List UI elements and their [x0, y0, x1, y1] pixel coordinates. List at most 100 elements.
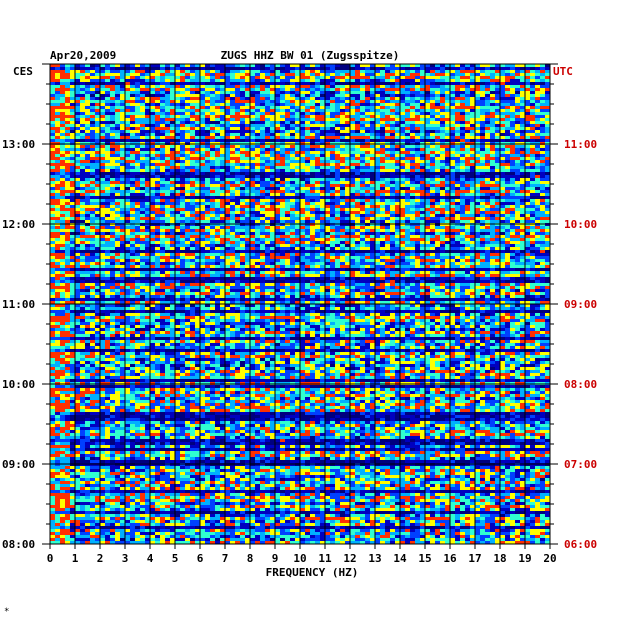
spectrogram-cell: [500, 91, 505, 94]
spectrogram-cell: [520, 169, 525, 172]
spectrogram-cell: [85, 67, 90, 70]
spectrogram-cell: [445, 187, 450, 190]
spectrogram-cell: [245, 193, 250, 196]
spectrogram-cell: [265, 193, 270, 196]
spectrogram-cell: [510, 136, 515, 139]
spectrogram-cell: [515, 154, 520, 157]
spectrogram-cell: [195, 106, 200, 109]
spectrogram-cell: [95, 193, 100, 196]
spectrogram-cell: [160, 121, 165, 124]
spectrogram-cell: [230, 166, 235, 169]
spectrogram-cell: [260, 103, 265, 106]
spectrogram-cell: [70, 190, 75, 193]
spectrogram-cell: [430, 211, 435, 214]
spectrogram-cell: [545, 97, 550, 100]
spectrogram-cell: [140, 145, 145, 148]
spectrogram-cell: [545, 76, 550, 79]
spectrogram-cell: [110, 178, 115, 181]
spectrogram-cell: [495, 100, 500, 103]
spectrogram-cell: [385, 79, 390, 82]
spectrogram-cell: [445, 112, 450, 115]
spectrogram-cell: [200, 127, 205, 130]
spectrogram-cell: [55, 109, 60, 112]
spectrogram-cell: [420, 178, 425, 181]
spectrogram-cell: [95, 115, 100, 118]
spectrogram-cell: [70, 151, 75, 154]
spectrogram-cell: [90, 115, 95, 118]
spectrogram-cell: [75, 79, 80, 82]
spectrogram-cell: [325, 217, 330, 220]
spectrogram-cell: [265, 148, 270, 151]
spectrogram-cell: [190, 109, 195, 112]
spectrogram-cell: [175, 97, 180, 100]
spectrogram-cell: [245, 103, 250, 106]
spectrogram-cell: [520, 82, 525, 85]
spectrogram-cell: [90, 151, 95, 154]
spectrogram-cell: [305, 124, 310, 127]
spectrogram-cell: [500, 70, 505, 73]
spectrogram-cell: [440, 121, 445, 124]
spectrogram-cell: [290, 145, 295, 148]
spectrogram-cell: [255, 184, 260, 187]
spectrogram-cell: [130, 214, 135, 217]
spectrogram-cell: [305, 103, 310, 106]
spectrogram-cell: [345, 157, 350, 160]
spectrogram-cell: [385, 118, 390, 121]
spectrogram-cell: [535, 160, 540, 163]
spectrogram-cell: [365, 220, 370, 223]
spectrogram-cell: [345, 166, 350, 169]
spectrogram-cell: [165, 148, 170, 151]
spectrogram-cell: [515, 82, 520, 85]
spectrogram-cell: [75, 118, 80, 121]
spectrogram-cell: [235, 205, 240, 208]
spectrogram-cell: [460, 85, 465, 88]
spectrogram-cell: [465, 94, 470, 97]
spectrogram-cell: [310, 118, 315, 121]
spectrogram-cell: [85, 91, 90, 94]
spectrogram-cell: [390, 85, 395, 88]
spectrogram-cell: [125, 139, 130, 142]
spectrogram-cell: [460, 187, 465, 190]
spectrogram-cell: [205, 145, 210, 148]
spectrogram-cell: [520, 148, 525, 151]
spectrogram-cell: [490, 136, 495, 139]
spectrogram-cell: [370, 115, 375, 118]
spectrogram-cell: [365, 172, 370, 175]
spectrogram-cell: [100, 79, 105, 82]
spectrogram-cell: [80, 157, 85, 160]
spectrogram-cell: [240, 70, 245, 73]
spectrogram-cell: [420, 130, 425, 133]
spectrogram-cell: [65, 88, 70, 91]
spectrogram-cell: [90, 88, 95, 91]
spectrogram-cell: [50, 184, 55, 187]
spectrogram-cell: [395, 163, 400, 166]
spectrogram-cell: [165, 136, 170, 139]
spectrogram-cell: [255, 70, 260, 73]
spectrogram-cell: [245, 100, 250, 103]
spectrogram-cell: [205, 94, 210, 97]
spectrogram-cell: [145, 199, 150, 202]
spectrogram-cell: [535, 157, 540, 160]
spectrogram-cell: [280, 184, 285, 187]
spectrogram-cell: [250, 115, 255, 118]
spectrogram-cell: [235, 70, 240, 73]
spectrogram-cell: [135, 124, 140, 127]
spectrogram-cell: [145, 181, 150, 184]
spectrogram-cell: [105, 217, 110, 220]
spectrogram-cell: [185, 157, 190, 160]
spectrogram-cell: [185, 163, 190, 166]
spectrogram-cell: [195, 103, 200, 106]
spectrogram-cell: [85, 211, 90, 214]
spectrogram-cell: [220, 130, 225, 133]
spectrogram-cell: [165, 121, 170, 124]
spectrogram-cell: [455, 100, 460, 103]
spectrogram-cell: [90, 172, 95, 175]
spectrogram-cell: [120, 160, 125, 163]
spectrogram-cell: [350, 169, 355, 172]
spectrogram-cell: [360, 211, 365, 214]
spectrogram-cell: [75, 154, 80, 157]
spectrogram-cell: [305, 163, 310, 166]
spectrogram-cell: [260, 202, 265, 205]
spectrogram-cell: [165, 139, 170, 142]
spectrogram-cell: [395, 220, 400, 223]
